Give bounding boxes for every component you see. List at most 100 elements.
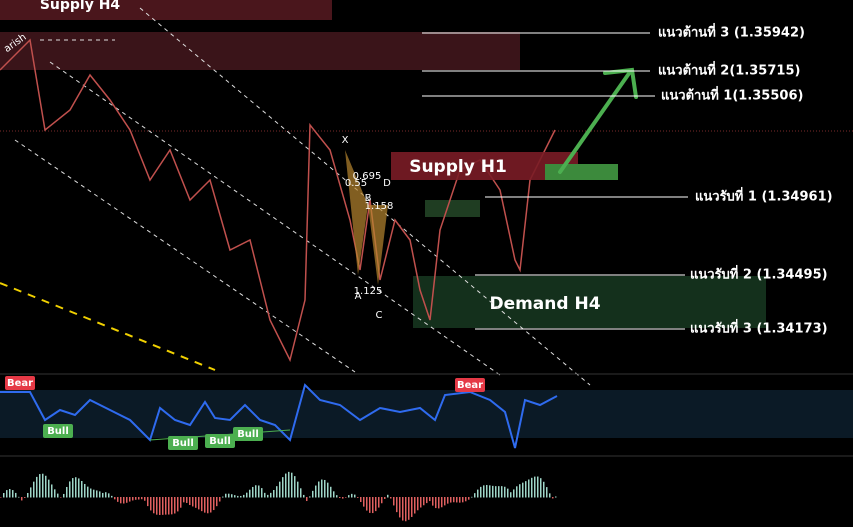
hist-bar — [270, 492, 272, 498]
tag-label: Bear — [457, 380, 483, 391]
hist-bar — [180, 497, 182, 508]
supply-zone — [0, 32, 520, 70]
pattern-ratio: 1.125 — [354, 286, 383, 297]
hist-bar — [510, 492, 512, 498]
hist-bar — [66, 486, 68, 498]
support-label: แนวรับที่ 2 (1.34495) — [690, 265, 828, 283]
hist-bar — [153, 497, 155, 514]
hist-bar — [36, 476, 38, 498]
hist-bar — [381, 497, 383, 504]
hist-bar — [528, 479, 530, 498]
hist-bar — [306, 497, 308, 502]
hist-bar — [399, 497, 401, 518]
hist-bar — [252, 486, 254, 498]
hist-bar — [87, 486, 89, 498]
hist-bar — [402, 497, 404, 521]
hist-bar — [69, 481, 71, 498]
hist-bar — [126, 497, 128, 503]
resistance-label: แนวต้านที่ 2(1.35715) — [658, 61, 800, 79]
hist-bar — [99, 491, 101, 498]
hist-bar — [417, 497, 419, 511]
hist-bar — [51, 484, 53, 498]
hist-bar — [9, 489, 11, 498]
level-lines — [422, 32, 688, 330]
hist-bar — [39, 474, 41, 498]
hist-bar — [168, 497, 170, 515]
hist-bar — [261, 488, 263, 498]
hist-bar — [135, 497, 137, 500]
hist-bar — [363, 497, 365, 507]
hist-bar — [516, 486, 518, 498]
tag-bg — [455, 378, 485, 392]
pattern-point: C — [376, 310, 383, 321]
hist-bar — [321, 479, 323, 498]
hist-bar — [150, 497, 152, 511]
hist-bar — [93, 489, 95, 498]
hist-bar — [90, 488, 92, 498]
hist-bar — [177, 497, 179, 512]
signal-tag: Bear — [5, 376, 35, 390]
hist-bar — [504, 486, 506, 498]
supply-h4-zone — [0, 0, 332, 20]
tag-label: Bull — [172, 438, 194, 449]
hist-bar — [387, 494, 389, 498]
oscillator — [0, 383, 558, 449]
hist-bar — [174, 497, 176, 514]
hist-bar — [474, 493, 476, 498]
hist-bar — [549, 493, 551, 498]
hist-bar — [501, 486, 503, 498]
hist-bar — [228, 493, 230, 498]
hist-bar — [156, 497, 158, 515]
hist-bar — [45, 475, 47, 498]
hist-bar — [123, 497, 125, 504]
pattern-ratio: 0.55 — [345, 178, 367, 189]
pattern — [368, 205, 388, 285]
hist-bar — [27, 492, 29, 498]
hist-bar — [240, 495, 242, 498]
hist-bar — [213, 497, 215, 511]
hist-bar — [492, 485, 494, 498]
hist-bar — [555, 496, 557, 498]
pattern-point: X — [342, 135, 349, 146]
hist-bar — [342, 497, 344, 499]
hist-bar — [426, 497, 428, 504]
hist-bar — [351, 493, 353, 498]
hist-bar — [273, 490, 275, 498]
hist-bar — [201, 497, 203, 512]
hist-bar — [414, 497, 416, 514]
hist-bar — [249, 489, 251, 498]
hist-bar — [393, 497, 395, 506]
hist-bar — [192, 497, 194, 507]
hist-bar — [225, 493, 227, 498]
hist-bar — [57, 493, 59, 498]
hist-bar — [111, 495, 113, 498]
hist-bar — [3, 493, 5, 498]
hist-bar — [489, 485, 491, 498]
hist-bar — [423, 497, 425, 506]
hist-bar — [309, 496, 311, 498]
hist-bar — [366, 497, 368, 511]
hist-bar — [138, 497, 140, 500]
hist-bar — [453, 497, 455, 503]
hist-bar — [234, 495, 236, 498]
zone-label: Supply H4 — [40, 0, 121, 13]
tag-label: Bull — [47, 426, 69, 437]
pattern-point: B — [365, 193, 372, 204]
hist-bar — [519, 484, 521, 498]
hist-bar — [444, 497, 446, 506]
target-zone — [545, 164, 618, 180]
tag-bg — [168, 436, 198, 450]
hist-bar — [237, 495, 239, 498]
hist-bar — [462, 497, 464, 503]
hist-bar — [333, 491, 335, 498]
hist-bar — [21, 497, 23, 501]
hist-bar — [288, 471, 290, 498]
resistance-label: แนวต้านที่ 3 (1.35942) — [658, 23, 805, 41]
hist-bar — [186, 497, 188, 503]
hist-bar — [378, 497, 380, 508]
hist-bar — [102, 492, 104, 498]
hist-bar — [141, 497, 143, 500]
hist-bar — [345, 497, 347, 498]
hist-bar — [204, 497, 206, 513]
hist-bar — [219, 497, 221, 502]
